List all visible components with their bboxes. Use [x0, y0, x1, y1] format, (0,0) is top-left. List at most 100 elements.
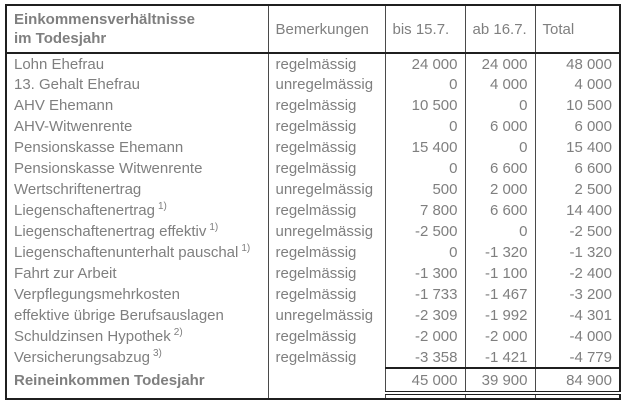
table-row: AHV Ehemann regelmässig 10 500 0 10 500	[6, 95, 620, 116]
row-label-cell: Versicherungsabzug 3)	[6, 347, 268, 368]
row-until-value: 0	[384, 116, 465, 137]
table-header: Einkommensverhältnisse im Todesjahr Beme…	[6, 5, 620, 54]
row-label: 13. Gehalt Ehefrau	[14, 76, 140, 93]
row-total-value: 2 500	[534, 179, 620, 200]
row-total-value: -3 200	[534, 284, 620, 305]
row-label: AHV Ehemann	[14, 97, 114, 114]
table-row: AHV-Witwenrente regelmässig 0 6 000 6 00…	[6, 116, 620, 137]
row-total-value: -2 500	[534, 221, 620, 242]
row-label: Liegenschaftenunterhalt pauschal	[14, 244, 239, 261]
row-until-value: -2 500	[384, 221, 465, 242]
row-label: Fahrt zur Arbeit	[14, 265, 117, 282]
row-until-value: 0	[384, 158, 465, 179]
table-title: Einkommensverhältnisse im Todesjahr	[6, 5, 268, 54]
table-row: 13. Gehalt Ehefrau unregelmässig 0 4 000…	[6, 74, 620, 95]
row-from-value: 6 600	[464, 158, 535, 179]
row-until-value: 10 500	[384, 95, 465, 116]
table-row: effektive übrige Berufsauslagen unregelm…	[6, 305, 620, 326]
row-total-value: 15 400	[534, 137, 620, 158]
footnote-marker: 1)	[209, 222, 219, 233]
row-label-cell: Liegenschaftenertrag effektiv 1)	[6, 221, 268, 242]
column-header-total: Total	[534, 5, 620, 54]
column-header-remarks: Bemerkungen	[267, 5, 385, 54]
row-label-cell: Liegenschaftenunterhalt pauschal 1)	[6, 242, 268, 263]
table-row: Fahrt zur Arbeit regelmässig -1 300 -1 1…	[6, 263, 620, 284]
row-until-value: 500	[384, 179, 465, 200]
row-remark: regelmässig	[267, 347, 385, 368]
row-until-value: 24 000	[384, 53, 465, 74]
row-remark: unregelmässig	[267, 221, 385, 242]
row-label-cell: AHV Ehemann	[6, 95, 268, 116]
row-label-cell: Wertschriftenertrag	[6, 179, 268, 200]
bottom-spacer-row	[6, 393, 620, 399]
row-from-value: -1 421	[464, 347, 535, 368]
row-from-value: 0	[464, 221, 535, 242]
row-remark: regelmässig	[267, 242, 385, 263]
row-label: Pensionskasse Ehemann	[14, 139, 184, 156]
row-from-value: 4 000	[464, 74, 535, 95]
table-row: Pensionskasse Ehemann regelmässig 15 400…	[6, 137, 620, 158]
row-until-value: -3 358	[384, 347, 465, 368]
row-label-cell: Pensionskasse Ehemann	[6, 137, 268, 158]
row-label-cell: Liegenschaftenertrag 1)	[6, 200, 268, 221]
row-until-value: 7 800	[384, 200, 465, 221]
row-total-value: -1 320	[534, 242, 620, 263]
row-remark: regelmässig	[267, 53, 385, 74]
table-row: Lohn Ehefrau regelmässig 24 000 24 000 4…	[6, 53, 620, 74]
row-label: Wertschriftenertrag	[14, 181, 142, 198]
row-until-value: -2 309	[384, 305, 465, 326]
table-title-line1: Einkommensverhältnisse	[14, 10, 195, 28]
row-from-value: 24 000	[464, 53, 535, 74]
row-label-cell: 13. Gehalt Ehefrau	[6, 74, 268, 95]
total-row: Reineinkommen Todesjahr 45 000 39 900 84…	[6, 367, 620, 395]
total-row-label: Reineinkommen Todesjahr	[14, 372, 205, 389]
row-from-value: -1 467	[464, 284, 535, 305]
row-total-value: -4 301	[534, 305, 620, 326]
row-from-value: 6 000	[464, 116, 535, 137]
row-total-value: 14 400	[534, 200, 620, 221]
row-label: Schuldzinsen Hypothek	[14, 328, 171, 345]
row-remark: unregelmässig	[267, 74, 385, 95]
footnote-marker: 3)	[152, 348, 162, 359]
total-total-value: 84 900	[534, 367, 620, 395]
row-remark: regelmässig	[267, 284, 385, 305]
row-remark: regelmässig	[267, 95, 385, 116]
row-from-value: -2 000	[464, 326, 535, 347]
table-row: Liegenschaftenunterhalt pauschal 1) regel…	[6, 242, 620, 263]
row-remark: unregelmässig	[267, 305, 385, 326]
row-total-value: -2 400	[534, 263, 620, 284]
footnote-marker: 1)	[241, 243, 251, 254]
header-row: Einkommensverhältnisse im Todesjahr Beme…	[6, 5, 620, 54]
footnote-marker: 1)	[157, 201, 167, 212]
row-label: Pensionskasse Witwenrente	[14, 160, 203, 177]
income-table: Einkommensverhältnisse im Todesjahr Beme…	[5, 4, 621, 400]
row-from-value: 0	[464, 137, 535, 158]
row-total-value: -4 000	[534, 326, 620, 347]
row-from-value: -1 100	[464, 263, 535, 284]
row-label-cell: Lohn Ehefrau	[6, 53, 268, 74]
row-total-value: 4 000	[534, 74, 620, 95]
total-row-remark	[267, 368, 385, 393]
row-label: Liegenschaftenertrag effektiv	[14, 223, 207, 240]
row-label: Lohn Ehefrau	[14, 55, 105, 73]
row-total-value: 6 600	[534, 158, 620, 179]
row-remark: regelmässig	[267, 200, 385, 221]
row-until-value: -1 300	[384, 263, 465, 284]
row-label-cell: Fahrt zur Arbeit	[6, 263, 268, 284]
row-remark: unregelmässig	[267, 179, 385, 200]
table-row: Schuldzinsen Hypothek 2) regelmässig -2 0…	[6, 326, 620, 347]
row-label-cell: AHV-Witwenrente	[6, 116, 268, 137]
table-row: Verpflegungsmehrkosten regelmässig -1 73…	[6, 284, 620, 305]
row-until-value: -1 733	[384, 284, 465, 305]
row-label-cell: effektive übrige Berufsauslagen	[6, 305, 268, 326]
footnote-marker: 2)	[173, 327, 183, 338]
row-remark: regelmässig	[267, 116, 385, 137]
table-title-line2: im Todesjahr	[14, 30, 107, 47]
row-total-value: 10 500	[534, 95, 620, 116]
row-until-value: 0	[384, 74, 465, 95]
row-label-cell: Schuldzinsen Hypothek 2)	[6, 326, 268, 347]
row-from-value: -1 320	[464, 242, 535, 263]
row-label: Verpflegungsmehrkosten	[14, 286, 180, 303]
row-label: Versicherungsabzug	[14, 349, 150, 366]
row-total-value: 6 000	[534, 116, 620, 137]
